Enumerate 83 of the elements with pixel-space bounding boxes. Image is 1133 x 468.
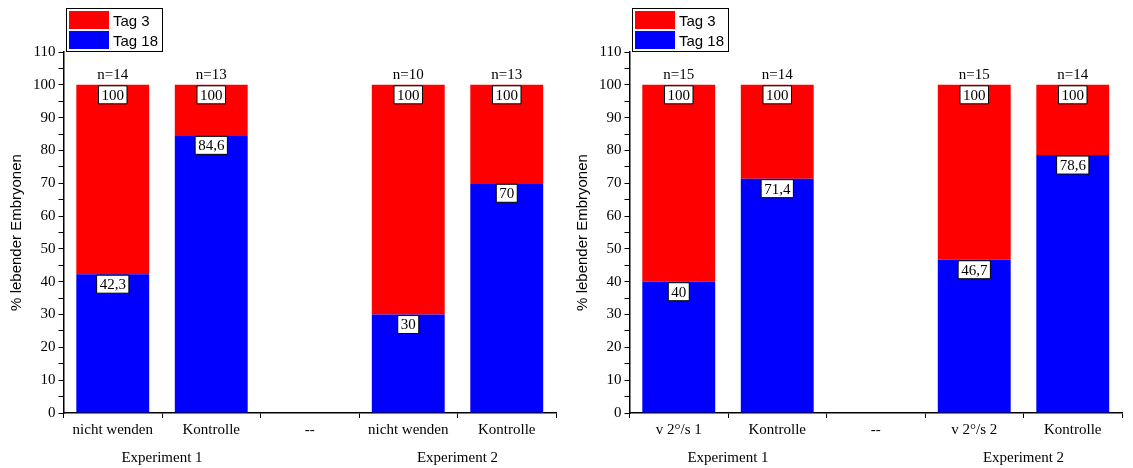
y-tick-label: 10 [40,371,56,388]
x-tick-label: -- [870,420,881,437]
annotation: n=14 [761,66,794,83]
data-label: 42,3 [99,276,126,293]
x-tick-label: -- [304,420,315,437]
bar [76,274,150,413]
bar [174,135,248,413]
total-label: 100 [766,86,789,103]
y-tick-label: 80 [40,141,56,158]
x-tick-label: nicht wenden [368,420,449,437]
data-label: 84,6 [198,137,225,154]
total-label: 100 [963,86,986,103]
bar [76,84,150,275]
bar [371,84,445,315]
annotation: n=15 [958,66,990,83]
y-tick-label: 30 [606,305,622,322]
y-tick-label: 50 [606,239,622,256]
y-tick-label: 40 [40,272,56,289]
y-tick-label: 100 [599,75,622,92]
x-tick-label: v 2°/s 1 [655,420,702,437]
bar [642,281,716,413]
y-tick-label: 90 [40,108,56,125]
text: Experiment 1 [687,449,769,465]
annotation: n=10 [392,66,424,83]
y-tick-label: 110 [599,42,622,59]
x-tick-label: Kontrolle [182,420,241,437]
bar [1036,84,1110,156]
annotation: n=14 [1057,66,1089,83]
total-label: 100 [1061,86,1084,103]
data-label: 30 [400,316,416,333]
bar [740,84,814,179]
data-label: 70 [499,185,515,202]
x-tick-label: Kontrolle [1044,420,1102,437]
y-axis-title: % lebender Embryonen [7,154,25,311]
y-tick-label: 60 [606,207,622,224]
bar [470,183,544,413]
total-label: 100 [495,86,518,103]
total-label: 100 [667,86,690,103]
y-tick-label: 70 [40,174,56,191]
y-tick-label: 110 [33,42,56,59]
legend-label: Tag 18 [679,31,725,49]
annotation: n=13 [491,66,523,83]
legend-label: Tag 18 [113,31,159,49]
y-tick-label: 70 [606,174,622,191]
y-tick-label: 90 [606,108,622,125]
data-label: 40 [671,283,687,300]
y-tick-label: 0 [48,403,56,420]
bar [1036,155,1110,413]
data-label: 78,6 [1059,156,1087,173]
bar [371,314,445,413]
bar [642,84,716,282]
x-tick-label: v 2°/s 2 [951,420,998,437]
bar [937,84,1011,260]
y-tick-label: 20 [606,338,622,355]
y-tick-label: 10 [606,371,622,388]
y-tick-label: 20 [40,338,56,355]
bar [937,259,1011,413]
y-tick-label: 50 [40,239,56,256]
x-tick-label: nicht wenden [72,420,154,437]
text: Experiment 2 [416,449,499,465]
legend-label: Tag 3 [113,11,150,29]
data-label: 46,7 [961,261,988,278]
y-tick-label: 80 [606,141,622,158]
x-tick-label: Kontrolle [748,420,807,437]
y-axis-title: % lebender Embryonen [573,154,591,311]
bar [740,178,814,413]
x-tick-label: Kontrolle [478,420,536,437]
annotation: n=13 [195,66,227,83]
annotation: n=15 [663,66,695,83]
bar [470,84,544,184]
data-label: 71,4 [764,180,791,197]
y-tick-label: 0 [614,403,622,420]
y-tick-label: 30 [40,305,56,322]
y-tick-label: 40 [606,272,622,289]
text: Experiment 1 [121,449,203,465]
y-tick-label: 60 [40,207,56,224]
y-tick-label: 100 [33,75,56,92]
text: Experiment 2 [982,449,1065,465]
total-label: 100 [200,86,223,103]
annotation: n=14 [97,66,129,83]
total-label: 100 [397,86,420,103]
total-label: 100 [101,86,124,103]
legend-label: Tag 3 [679,11,716,29]
